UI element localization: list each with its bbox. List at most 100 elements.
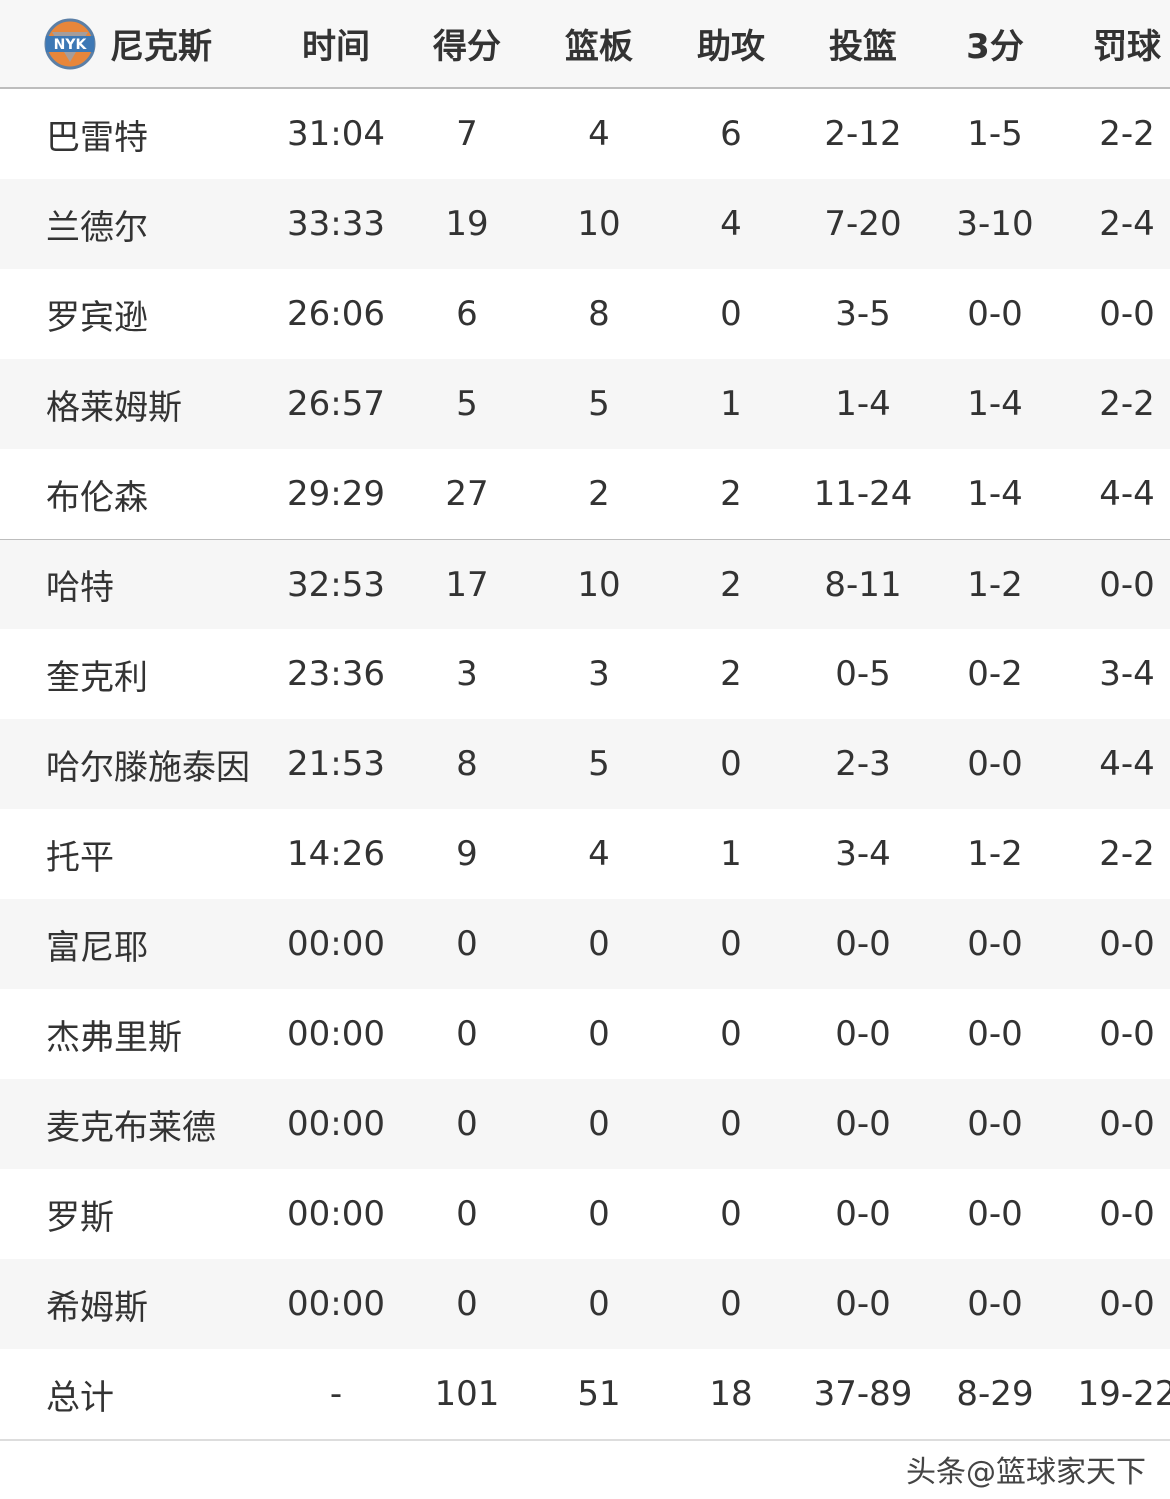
three-pointers-cell: 0-0: [967, 924, 1023, 964]
rebounds-cell: 4: [588, 834, 610, 874]
player-row[interactable]: 哈尔滕施泰因 21:53 8 5 0 2-3 0-0 4-4: [0, 719, 1170, 809]
points-cell: 19: [445, 204, 489, 244]
player-name[interactable]: 罗斯: [46, 1197, 114, 1238]
free-throws-cell: 0-0: [1099, 1194, 1155, 1234]
player-name[interactable]: 麦克布莱德: [46, 1107, 216, 1148]
player-name[interactable]: 格莱姆斯: [46, 387, 182, 428]
column-header-field-goals[interactable]: 投篮: [829, 27, 897, 67]
assists-cell: 2: [720, 474, 742, 514]
points-cell: 7: [456, 114, 478, 154]
rebounds-cell: 4: [588, 114, 610, 154]
player-row[interactable]: 哈特 32:53 17 10 2 8-11 1-2 0-0: [0, 539, 1170, 629]
free-throws-cell: 4-4: [1099, 744, 1155, 784]
three-pointers-cell: 8-29: [956, 1374, 1034, 1414]
player-name[interactable]: 哈尔滕施泰因: [46, 747, 250, 788]
column-header-rebounds[interactable]: 篮板: [565, 27, 633, 67]
knicks-logo-icon: NYK: [44, 18, 96, 69]
player-row[interactable]: 布伦森 29:29 27 2 2 11-24 1-4 4-4: [0, 449, 1170, 539]
player-name[interactable]: 哈特: [46, 568, 114, 608]
field-goals-cell: 0-0: [835, 924, 891, 964]
three-pointers-cell: 0-0: [967, 1014, 1023, 1054]
time-cell: 00:00: [287, 1194, 385, 1234]
field-goals-cell: 0-0: [835, 1104, 891, 1144]
column-header-assists[interactable]: 助攻: [697, 27, 765, 67]
points-cell: 9: [456, 834, 478, 874]
column-header-three-pointers[interactable]: 3分: [966, 27, 1024, 67]
time-cell: 33:33: [287, 204, 385, 244]
player-name[interactable]: 布伦森: [46, 477, 148, 518]
player-row[interactable]: 兰德尔 33:33 19 10 4 7-20 3-10 2-4: [0, 179, 1170, 269]
assists-cell: 0: [720, 1104, 742, 1144]
rebounds-cell: 10: [577, 204, 621, 244]
assists-cell: 1: [720, 384, 742, 424]
rebounds-cell: 0: [588, 924, 610, 964]
player-name[interactable]: 兰德尔: [46, 207, 148, 248]
player-row[interactable]: 托平 14:26 9 4 1 3-4 1-2 2-2: [0, 809, 1170, 899]
field-goals-cell: 2-12: [824, 114, 902, 154]
three-pointers-cell: 0-2: [967, 654, 1023, 694]
assists-cell: 2: [720, 564, 742, 605]
table-header: NYK 尼克斯 时间 得分 篮板 助攻 投篮 3分 罚球: [0, 0, 1170, 89]
player-row[interactable]: 罗宾逊 26:06 6 8 0 3-5 0-0 0-0: [0, 269, 1170, 359]
column-header-free-throws[interactable]: 罚球: [1093, 27, 1161, 67]
time-cell: 23:36: [287, 654, 385, 694]
assists-cell: 6: [720, 114, 742, 154]
assists-cell: 0: [720, 924, 742, 964]
player-name[interactable]: 富尼耶: [46, 927, 148, 968]
field-goals-cell: 2-3: [835, 744, 891, 784]
rebounds-cell: 5: [588, 384, 610, 424]
time-cell: 00:00: [287, 924, 385, 964]
free-throws-cell: 0-0: [1099, 924, 1155, 964]
rebounds-cell: 10: [577, 564, 621, 605]
player-name[interactable]: 希姆斯: [46, 1287, 148, 1328]
player-name[interactable]: 巴雷特: [46, 117, 148, 158]
total-row[interactable]: 总计 - 101 51 18 37-89 8-29 19-22: [0, 1349, 1170, 1441]
player-name[interactable]: 罗宾逊: [46, 297, 148, 338]
three-pointers-cell: 1-2: [967, 564, 1023, 605]
three-pointers-cell: 0-0: [967, 1104, 1023, 1144]
points-cell: 101: [434, 1374, 500, 1414]
rebounds-cell: 0: [588, 1284, 610, 1324]
field-goals-cell: 3-5: [835, 294, 891, 334]
rebounds-cell: 0: [588, 1194, 610, 1234]
field-goals-cell: 3-4: [835, 834, 891, 874]
field-goals-cell: 0-0: [835, 1284, 891, 1324]
rebounds-cell: 3: [588, 654, 610, 694]
column-header-time[interactable]: 时间: [302, 27, 370, 67]
free-throws-cell: 0-0: [1099, 1104, 1155, 1144]
free-throws-cell: 2-4: [1099, 204, 1155, 244]
player-name[interactable]: 总计: [46, 1377, 114, 1418]
assists-cell: 1: [720, 834, 742, 874]
column-header-points[interactable]: 得分: [433, 27, 501, 67]
player-row[interactable]: 希姆斯 00:00 0 0 0 0-0 0-0 0-0: [0, 1259, 1170, 1349]
watermark: 头条@篮球家天下: [906, 1455, 1146, 1490]
field-goals-cell: 1-4: [835, 384, 891, 424]
player-row[interactable]: 麦克布莱德 00:00 0 0 0 0-0 0-0 0-0: [0, 1079, 1170, 1169]
player-row[interactable]: 富尼耶 00:00 0 0 0 0-0 0-0 0-0: [0, 899, 1170, 989]
player-row[interactable]: 巴雷特 31:04 7 4 6 2-12 1-5 2-2: [0, 89, 1170, 179]
free-throws-cell: 4-4: [1099, 474, 1155, 514]
assists-cell: 18: [709, 1374, 753, 1414]
three-pointers-cell: 0-0: [967, 1194, 1023, 1234]
player-row[interactable]: 罗斯 00:00 0 0 0 0-0 0-0 0-0: [0, 1169, 1170, 1259]
team-cell: NYK 尼克斯: [0, 18, 264, 70]
three-pointers-cell: 1-4: [967, 474, 1023, 514]
free-throws-cell: 0-0: [1099, 1284, 1155, 1324]
player-row[interactable]: 格莱姆斯 26:57 5 5 1 1-4 1-4 2-2: [0, 359, 1170, 449]
assists-cell: 4: [720, 204, 742, 244]
assists-cell: 0: [720, 1014, 742, 1054]
player-name[interactable]: 托平: [46, 837, 114, 878]
player-row[interactable]: 杰弗里斯 00:00 0 0 0 0-0 0-0 0-0: [0, 989, 1170, 1079]
player-name[interactable]: 奎克利: [46, 657, 148, 698]
time-cell: 32:53: [287, 564, 385, 605]
rebounds-cell: 8: [588, 294, 610, 334]
field-goals-cell: 37-89: [813, 1374, 913, 1414]
time-cell: 26:06: [287, 294, 385, 334]
points-cell: 0: [456, 1104, 478, 1144]
player-name[interactable]: 杰弗里斯: [46, 1017, 182, 1058]
free-throws-cell: 2-2: [1099, 114, 1155, 154]
free-throws-cell: 0-0: [1099, 564, 1155, 605]
player-row[interactable]: 奎克利 23:36 3 3 2 0-5 0-2 3-4: [0, 629, 1170, 719]
free-throws-cell: 19-22: [1077, 1374, 1170, 1414]
time-cell: 31:04: [287, 114, 385, 154]
